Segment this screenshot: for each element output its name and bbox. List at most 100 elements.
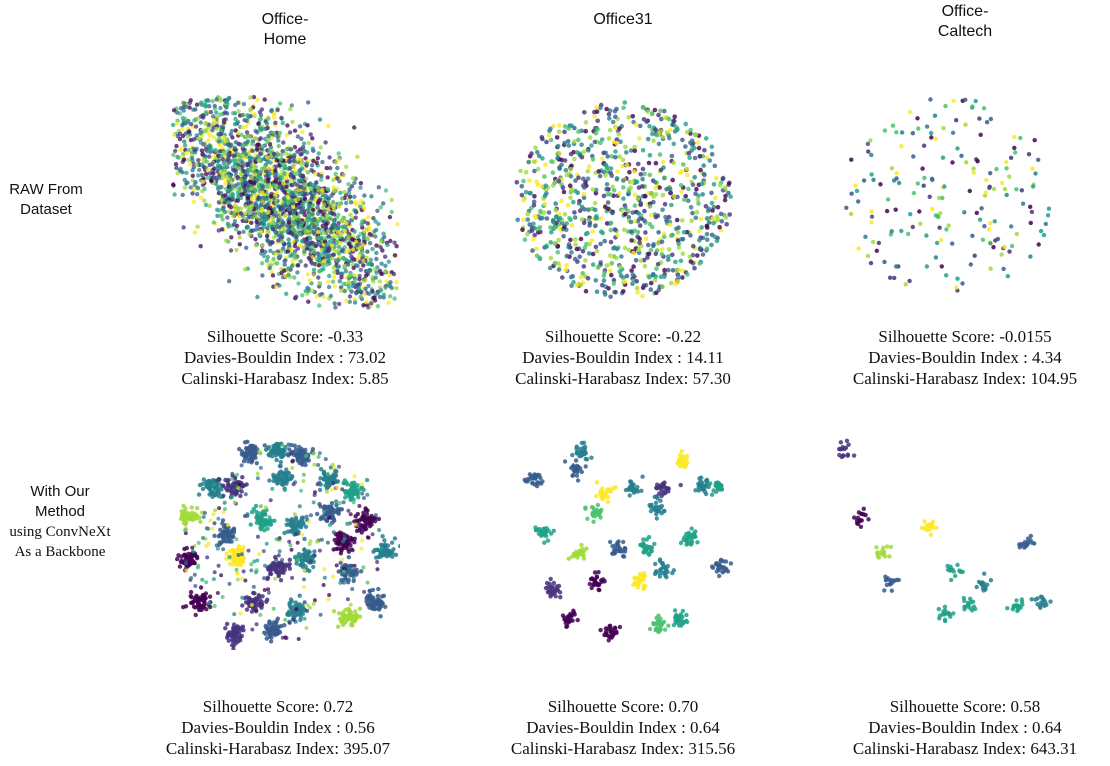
scatter-point [244, 607, 250, 612]
scatter-point [630, 210, 636, 215]
scatter-point [605, 200, 611, 205]
scatter-point [640, 176, 645, 182]
scatter-point [242, 483, 247, 488]
scatter-point [248, 522, 253, 527]
scatter-point [535, 149, 540, 155]
scatter-point [264, 599, 269, 604]
scatter-point [218, 128, 224, 133]
scatter-point [198, 244, 203, 249]
scatter-point [211, 220, 216, 225]
scatter-point [671, 160, 676, 166]
scatter-point [231, 211, 237, 217]
scatter-point [882, 128, 888, 133]
scatter-point [249, 509, 255, 515]
scatter-point [239, 192, 244, 197]
scatter-point [589, 238, 595, 243]
scatter-point [910, 131, 915, 136]
scatter-point [226, 188, 232, 194]
scatter-point [658, 274, 664, 280]
scatter-point [608, 294, 613, 300]
scatter-point [223, 163, 229, 168]
scatter-point [265, 139, 270, 144]
scatter-point [601, 278, 607, 283]
scatter-point [1046, 206, 1052, 211]
scatter-point [252, 180, 257, 185]
scatter-point [258, 504, 263, 509]
scatter-point [265, 155, 270, 160]
scatter-point [520, 227, 525, 232]
scatter-point [669, 153, 675, 159]
scatter-point [243, 204, 248, 209]
scatter-point [319, 173, 324, 179]
scatter-point [255, 204, 260, 209]
scatter-point [365, 261, 371, 267]
scatter-point [192, 183, 197, 188]
scatter-point [978, 132, 983, 137]
scatter-point [590, 262, 596, 267]
scatter-point [631, 264, 636, 269]
scatter-point [865, 141, 871, 147]
scatter-point [542, 174, 547, 179]
scatter-point [288, 518, 293, 523]
scatter-point [312, 224, 317, 230]
scatter-point [310, 241, 316, 246]
scatter-point [547, 128, 552, 134]
scatter-point [981, 106, 987, 111]
scatter-point [278, 459, 283, 465]
scatter-point [543, 183, 549, 188]
scatter-point [224, 621, 230, 627]
scatter-point [238, 493, 243, 499]
scatter-point [532, 194, 537, 199]
scatter-point [211, 118, 217, 123]
scatter-point [598, 105, 603, 111]
scatter-point [191, 146, 196, 151]
scatter-point [339, 196, 345, 201]
scatter-point [357, 253, 362, 259]
scatter-point [629, 180, 635, 185]
scatter-point [270, 221, 275, 226]
scatter-point [991, 245, 996, 250]
scatter-point [331, 223, 337, 228]
scatter-point [220, 172, 225, 177]
scatter-point [290, 459, 295, 464]
scatter-point [187, 100, 192, 105]
scatter-point [247, 155, 253, 161]
scatter-point [283, 151, 289, 156]
scatter-point [1014, 187, 1019, 192]
scatter-point [612, 227, 618, 232]
scatter-point [203, 121, 208, 127]
scatter-point [262, 211, 267, 217]
scatter-point [598, 140, 603, 146]
scatter-point [249, 205, 254, 210]
scatter-point [594, 109, 600, 114]
scatter-point [350, 572, 355, 577]
scatter-point [275, 481, 280, 486]
scatter-point [338, 542, 343, 547]
scatter-point [367, 605, 372, 610]
column-title-office31: Office31 [593, 11, 653, 28]
scatter-point [703, 136, 709, 141]
scatter-point [195, 224, 200, 229]
scatter-point [567, 183, 573, 188]
scatter-point [179, 554, 184, 559]
scatter-point [626, 215, 632, 220]
scatter-point [253, 172, 258, 177]
scatter-point [326, 508, 332, 513]
scatter-point [709, 190, 714, 196]
scatter-point [371, 606, 376, 611]
scatter-point [988, 171, 993, 176]
scatter-point [331, 233, 336, 238]
scatter-point [660, 192, 666, 198]
scatter-point [214, 166, 220, 171]
scatter-point [194, 102, 200, 107]
scatter-point [299, 208, 305, 214]
scatter-point [208, 109, 214, 115]
scatter-point [172, 132, 177, 137]
scatter-point [288, 210, 293, 215]
scatter-point [535, 166, 541, 172]
scatter-point [358, 259, 363, 265]
scatter-point [373, 234, 378, 239]
scatter-point [191, 604, 197, 609]
scatter-point [643, 230, 648, 235]
scatter-point [391, 547, 396, 552]
